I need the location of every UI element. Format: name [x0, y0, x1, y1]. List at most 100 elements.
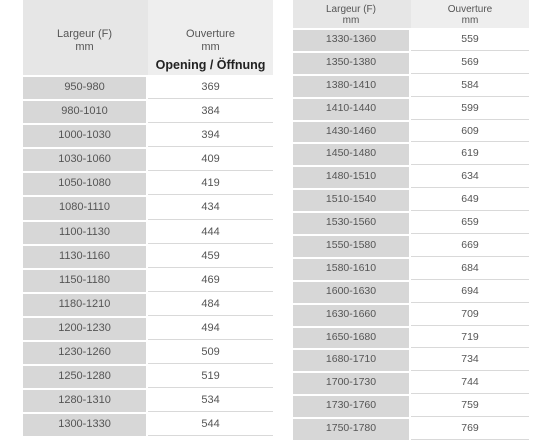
- table-row: 1330-1360 559: [293, 28, 529, 51]
- width-range-cell: 1330-1360: [293, 30, 409, 51]
- opening-value-cell: 494: [148, 317, 273, 341]
- table-row: 1600-1630 694: [293, 279, 529, 303]
- width-header-label: Largeur (F): [56, 28, 113, 40]
- width-column-header: Largeur (F) mm: [293, 0, 409, 28]
- table-row: 1150-1180 469: [23, 267, 273, 292]
- table-row: 1430-1460 609: [293, 119, 529, 143]
- table-row: 950-980 369: [23, 75, 273, 100]
- opening-value-cell: 419: [148, 173, 273, 196]
- opening-value-cell: 394: [148, 125, 273, 148]
- opening-value-cell: 584: [411, 75, 529, 97]
- width-range-cell: 1200-1230: [23, 317, 147, 341]
- opening-value-cell: 444: [148, 221, 273, 244]
- table-row: 1380-1410 584: [293, 73, 529, 97]
- table-row: 1700-1730 744: [293, 371, 529, 395]
- table-row: 1410-1440 599: [293, 96, 529, 120]
- width-range-cell: 1430-1460: [293, 121, 409, 143]
- table-row: 1350-1380 569: [293, 50, 529, 74]
- opening-value-cell: 619: [411, 144, 529, 166]
- width-range-cell: 1530-1560: [293, 213, 409, 235]
- opening-header-unit: mm: [201, 41, 220, 53]
- table-row: 1750-1780 769: [293, 417, 529, 440]
- width-range-cell: 1180-1210: [23, 293, 147, 316]
- table-row: 1480-1510 634: [293, 165, 529, 189]
- table-row: 1100-1130 444: [23, 219, 273, 244]
- table-row: 1450-1480 619: [293, 142, 529, 166]
- width-range-cell: 1600-1630: [293, 281, 409, 303]
- opening-value-cell: 459: [148, 245, 273, 268]
- table-row: 1230-1260 509: [23, 340, 273, 365]
- width-range-cell: 1750-1780: [293, 419, 409, 440]
- opening-value-cell: 559: [411, 30, 529, 51]
- table-row: 1630-1660 709: [293, 302, 529, 326]
- opening-column-header: Ouverture mm: [411, 0, 529, 28]
- table-row: 980-1010 384: [23, 99, 273, 124]
- table-row: 1530-1560 659: [293, 211, 529, 235]
- table-row: 1680-1710 734: [293, 348, 529, 372]
- opening-value-cell: 609: [411, 121, 529, 143]
- right-size-table: Largeur (F) mm Ouverture mm 1330-1360 559…: [293, 0, 529, 440]
- opening-value-cell: 434: [148, 197, 273, 220]
- opening-value-cell: 409: [148, 149, 273, 172]
- opening-value-cell: 684: [411, 258, 529, 280]
- width-range-cell: 1680-1710: [293, 350, 409, 372]
- table-row: 1650-1680 719: [293, 325, 529, 349]
- width-range-cell: 1480-1510: [293, 167, 409, 189]
- table-row: 1300-1330 544: [23, 412, 273, 437]
- right-table-header: Largeur (F) mm Ouverture mm: [293, 0, 529, 28]
- table-row: 1080-1110 434: [23, 195, 273, 220]
- table-row: 1550-1580 669: [293, 234, 529, 257]
- width-range-cell: 980-1010: [23, 101, 147, 124]
- table-row: 1180-1210 484: [23, 291, 273, 316]
- opening-value-cell: 744: [411, 373, 529, 395]
- opening-header-label: Ouverture: [186, 28, 235, 40]
- opening-value-cell: 369: [148, 77, 273, 100]
- table-row: 1280-1310 534: [23, 388, 273, 413]
- left-table-header: Largeur (F) mm Ouverture mm Opening / Öf…: [23, 0, 273, 75]
- table-row: 1030-1060 409: [23, 147, 273, 172]
- opening-value-cell: 759: [411, 396, 529, 418]
- width-range-cell: 1230-1260: [23, 342, 147, 365]
- table-row: 1730-1760 759: [293, 394, 529, 418]
- opening-value-cell: 734: [411, 350, 529, 372]
- table-row: 1510-1540 649: [293, 188, 529, 212]
- opening-value-cell: 709: [411, 304, 529, 326]
- width-column-header: Largeur (F) mm: [23, 0, 146, 75]
- opening-header-label: Ouverture: [447, 4, 493, 15]
- opening-value-cell: 569: [411, 52, 529, 74]
- opening-value-cell: 669: [411, 236, 529, 257]
- opening-value-cell: 469: [148, 269, 273, 292]
- opening-value-cell: 384: [148, 101, 273, 124]
- width-range-cell: 1510-1540: [293, 190, 409, 212]
- width-range-cell: 1730-1760: [293, 396, 409, 418]
- width-range-cell: 1300-1330: [23, 414, 147, 437]
- width-range-cell: 1630-1660: [293, 304, 409, 326]
- table-row: 1580-1610 684: [293, 256, 529, 280]
- opening-value-cell: 544: [148, 414, 273, 437]
- left-size-table: Largeur (F) mm Ouverture mm Opening / Öf…: [23, 0, 273, 437]
- width-range-cell: 1000-1030: [23, 125, 147, 148]
- width-range-cell: 1050-1080: [23, 173, 147, 196]
- width-range-cell: 1650-1680: [293, 327, 409, 349]
- width-range-cell: 1030-1060: [23, 149, 147, 172]
- opening-header-translation: Opening / Öffnung: [155, 58, 266, 72]
- opening-value-cell: 694: [411, 281, 529, 303]
- opening-value-cell: 659: [411, 213, 529, 235]
- opening-value-cell: 599: [411, 98, 529, 120]
- width-header-unit: mm: [342, 15, 360, 26]
- table-row: 1200-1230 494: [23, 315, 273, 341]
- width-range-cell: 1150-1180: [23, 269, 147, 292]
- table-row: 1050-1080 419: [23, 171, 273, 196]
- right-table-body: 1330-1360 559 1350-1380 569 1380-1410 584 1410…: [293, 28, 529, 440]
- width-header-label: Largeur (F): [325, 4, 376, 15]
- table-row: 1130-1160 459: [23, 243, 273, 268]
- width-range-cell: 1280-1310: [23, 390, 147, 413]
- opening-value-cell: 534: [148, 390, 273, 413]
- opening-value-cell: 719: [411, 327, 529, 349]
- opening-value-cell: 519: [148, 366, 273, 389]
- opening-column-header: Ouverture mm Opening / Öffnung: [148, 0, 273, 75]
- width-range-cell: 1410-1440: [293, 98, 409, 120]
- width-range-cell: 1350-1380: [293, 52, 409, 74]
- width-range-cell: 1380-1410: [293, 75, 409, 97]
- opening-header-unit: mm: [461, 15, 479, 26]
